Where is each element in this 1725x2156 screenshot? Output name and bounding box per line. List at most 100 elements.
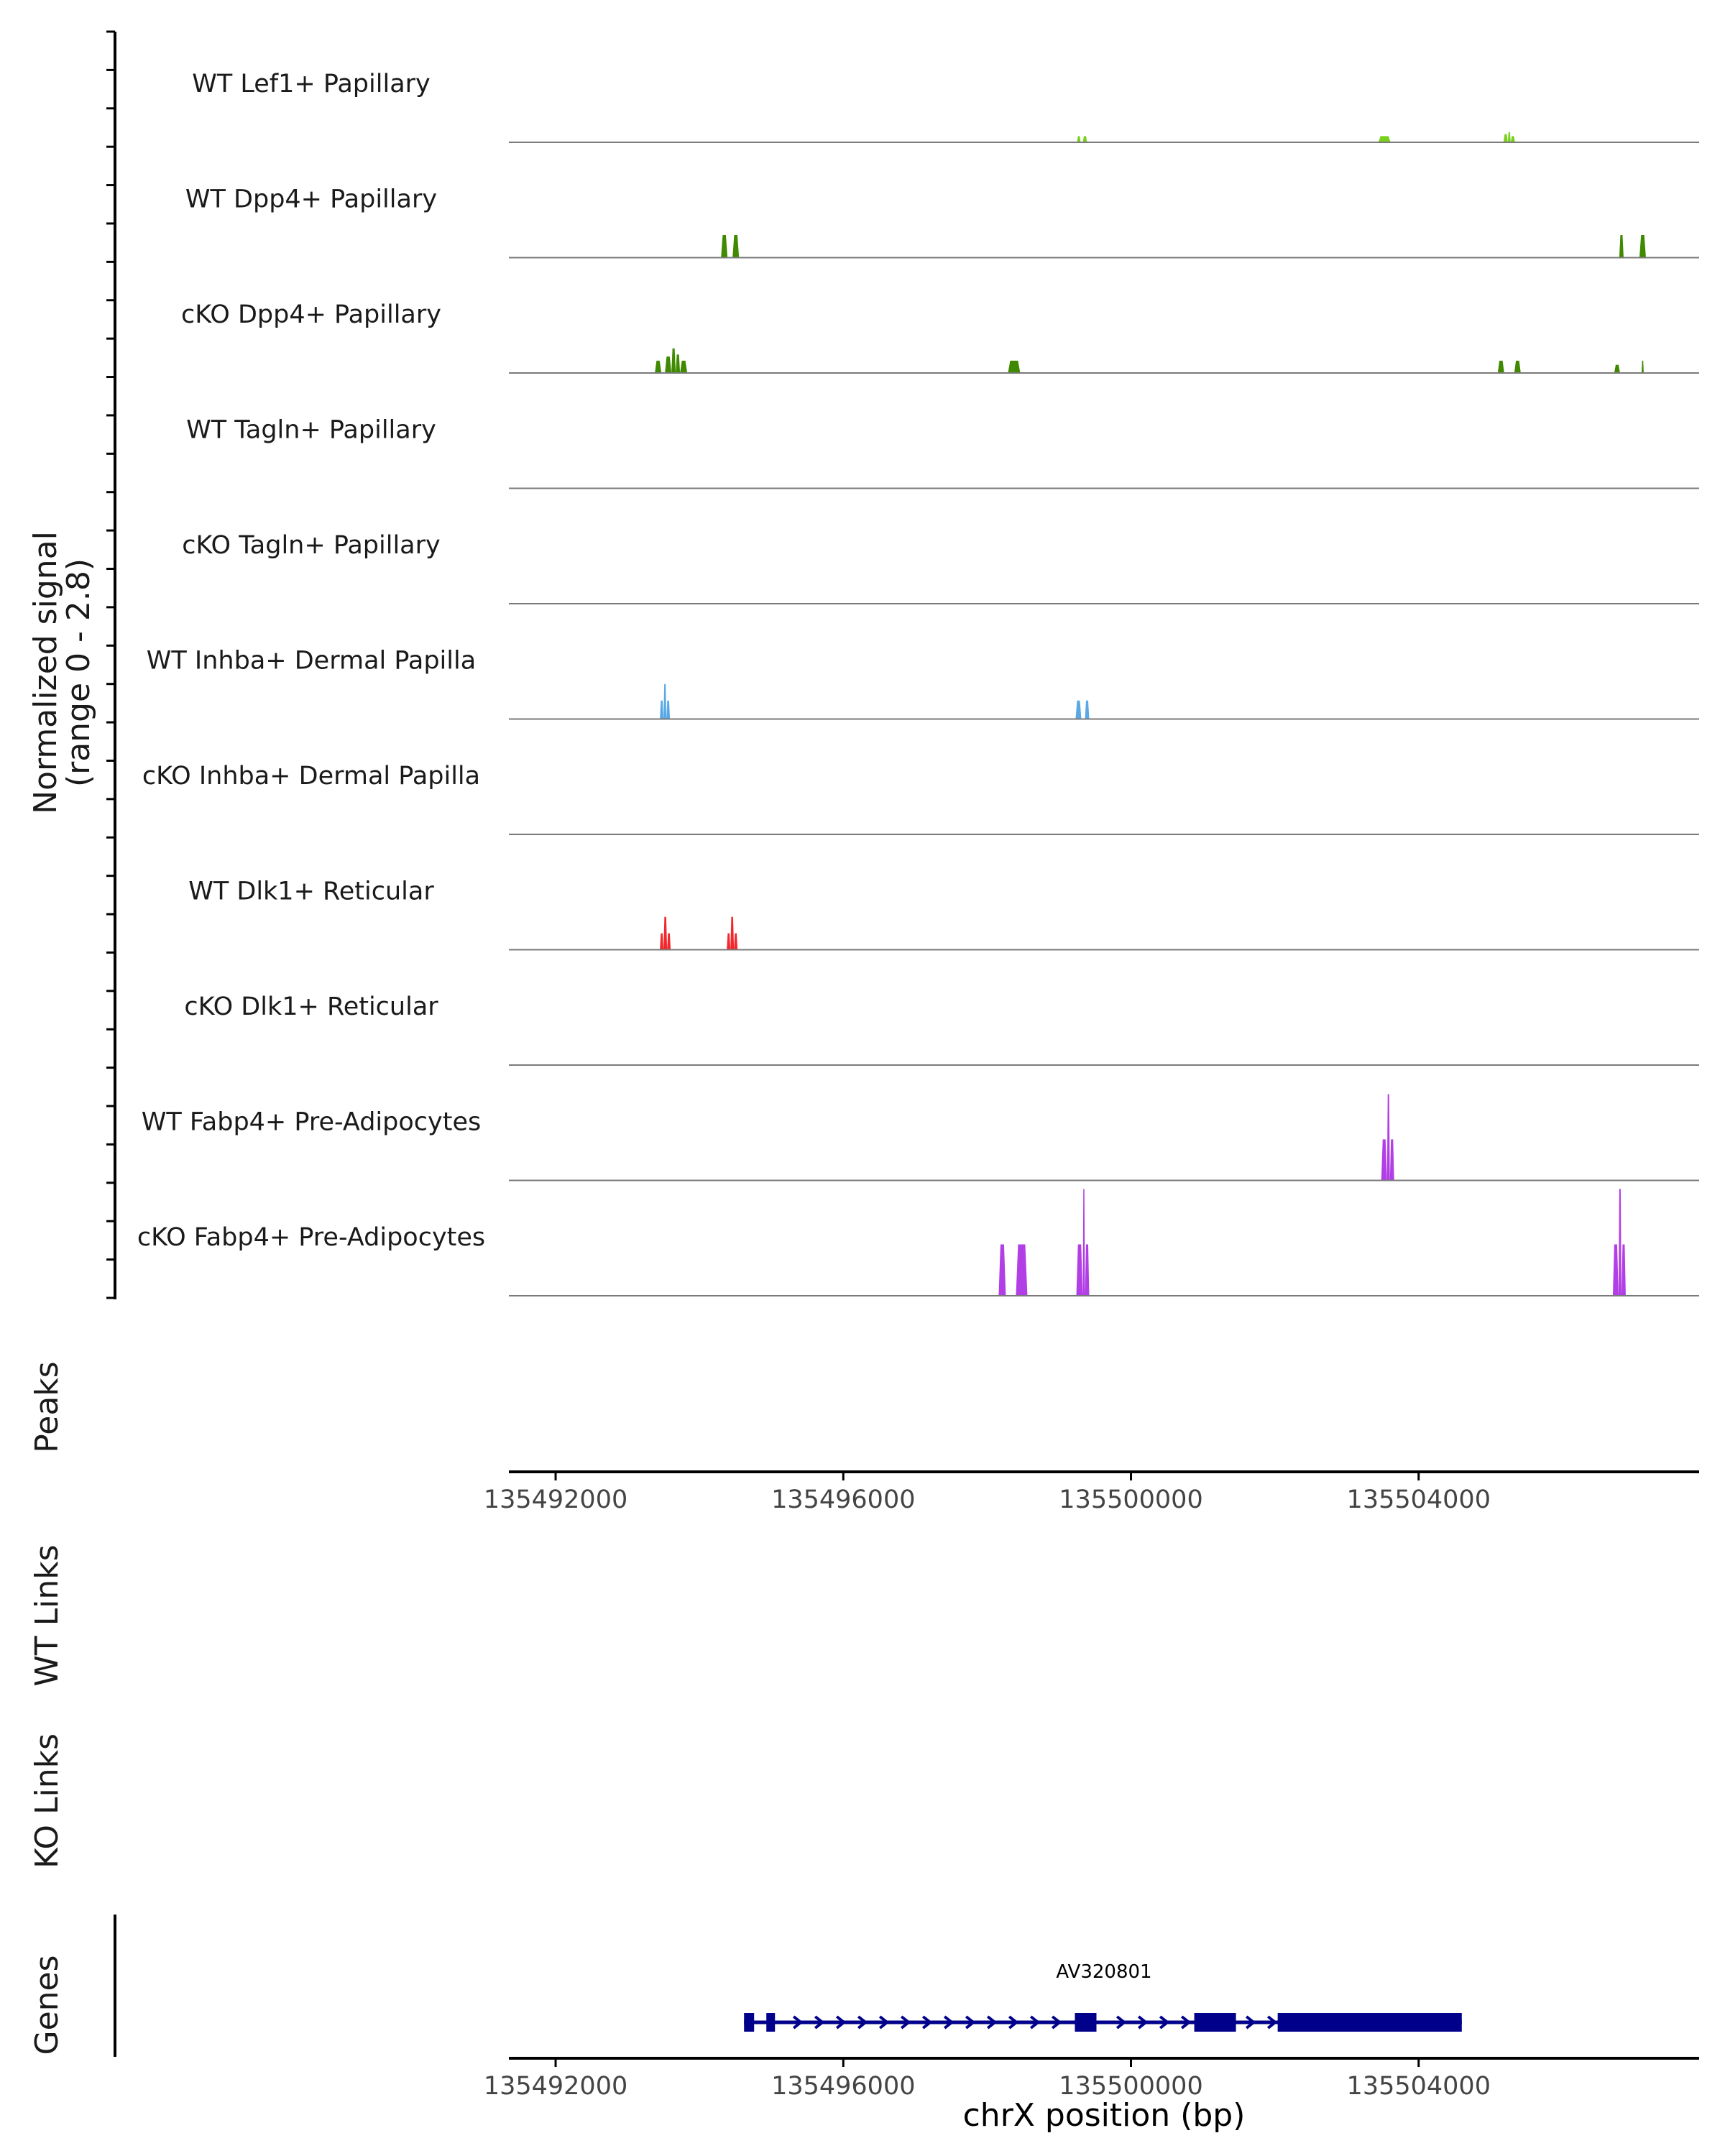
track-label: WT Tagln+ Papillary [186, 416, 436, 445]
peaks-panel-label: Peaks [29, 1361, 65, 1452]
strand-arrow [792, 2015, 804, 2030]
track: WT Lef1+ Papillary [192, 70, 1699, 143]
track-label: WT Dlk1+ Reticular [188, 877, 434, 906]
signal-peak [1082, 1189, 1085, 1296]
strand-arrow [1159, 2015, 1170, 2030]
track: cKO Tagln+ Papillary [182, 531, 1699, 604]
signal-peak [1514, 360, 1521, 373]
strand-arrow [921, 2015, 933, 2030]
signal-peak [1076, 1244, 1083, 1296]
signal-peak [676, 354, 681, 373]
strand-arrow [1029, 2015, 1041, 2030]
coverage-ylabel-line1: Normalized signal [27, 531, 64, 814]
strand-arrow [1266, 2015, 1278, 2030]
strand-arrow [814, 2015, 825, 2030]
peaks-x-ticks: 135492000 135496000 135500000 135504000 [484, 1472, 1491, 1514]
signal-peak [671, 348, 676, 373]
track-label: WT Lef1+ Papillary [192, 70, 431, 98]
strand-arrow [1245, 2015, 1256, 2030]
track: cKO Inhba+ Dermal Papilla [142, 762, 1699, 835]
track-label: cKO Tagln+ Papillary [182, 531, 441, 560]
x-tick-label: 135492000 [484, 1485, 627, 1514]
gene-track [744, 2013, 1462, 2032]
track-label: WT Fabp4+ Pre-Adipocytes [142, 1108, 481, 1137]
signal-peak [1612, 1244, 1619, 1296]
signal-peak [663, 683, 667, 719]
strand-arrow [965, 2015, 976, 2030]
track: WT Dlk1+ Reticular [188, 877, 1699, 951]
signal-peak [1381, 1139, 1387, 1181]
x-tick-label: 135492000 [484, 2072, 627, 2101]
track: cKO Dpp4+ Papillary [181, 300, 1699, 374]
strand-arrow [986, 2015, 998, 2030]
strand-arrow [943, 2015, 954, 2030]
signal-peak [721, 235, 728, 258]
strand-arrow [1051, 2015, 1062, 2030]
x-tick-label: 135504000 [1347, 1485, 1491, 1514]
gene-exon [766, 2013, 776, 2032]
signal-peak [660, 933, 664, 950]
track: WT Fabp4+ Pre-Adipocytes [142, 1094, 1699, 1181]
x-tick-label: 135500000 [1059, 1485, 1202, 1514]
signal-peak [1639, 235, 1646, 258]
signal-peak [1510, 136, 1515, 142]
signal-peak [1614, 364, 1620, 373]
signal-peak [666, 700, 671, 719]
track-label: WT Dpp4+ Papillary [185, 185, 437, 214]
strand-arrow [878, 2015, 890, 2030]
strand-arrow [1116, 2015, 1127, 2030]
strand-arrow [1180, 2015, 1192, 2030]
genes-panel-label: Genes [29, 1955, 65, 2055]
signal-peak [1085, 1244, 1090, 1296]
x-tick-label: 135496000 [771, 2072, 915, 2101]
signal-peak [1082, 136, 1087, 142]
coverage-y-ticks [106, 30, 115, 1299]
signal-peak [1389, 1139, 1394, 1181]
track: cKO Dlk1+ Reticular [184, 992, 1699, 1066]
gene-exon [744, 2013, 755, 2032]
track: cKO Fabp4+ Pre-Adipocytes [137, 1189, 1699, 1296]
signal-peak [1386, 1094, 1390, 1181]
signal-peak [732, 235, 740, 258]
track: WT Tagln+ Papillary [186, 416, 1699, 489]
signal-peak [730, 916, 735, 950]
signal-peak [727, 933, 731, 950]
gene-exon [1194, 2013, 1236, 2032]
signal-peak [660, 700, 664, 719]
signal-peak [1016, 1244, 1028, 1296]
signal-peak [1378, 136, 1391, 142]
signal-peak [734, 933, 738, 950]
strand-arrow [900, 2015, 911, 2030]
signal-peak [1008, 360, 1021, 373]
wt-links-label: WT Links [29, 1544, 65, 1686]
signal-peak [1641, 360, 1644, 373]
track-label: cKO Dlk1+ Reticular [184, 992, 438, 1021]
track-label: cKO Dpp4+ Papillary [181, 300, 441, 329]
x-tick-label: 135504000 [1347, 2072, 1491, 2101]
coverage-ylabel-line2: (range 0 - 2.8) [60, 558, 97, 787]
gene-exon [1277, 2013, 1462, 2032]
strand-arrow [1137, 2015, 1149, 2030]
strand-arrow [1008, 2015, 1019, 2030]
track-label: cKO Fabp4+ Pre-Adipocytes [137, 1223, 485, 1252]
signal-peak [1075, 700, 1082, 719]
genes-x-ticks: 135492000 135496000 135500000 135504000 [484, 2058, 1491, 2101]
signal-peak [998, 1244, 1006, 1296]
signal-peak [1503, 134, 1508, 142]
x-tick-label: 135496000 [771, 1485, 915, 1514]
signal-peak [655, 360, 662, 373]
ko-links-label: KO Links [29, 1733, 65, 1869]
signal-peak [1507, 132, 1511, 142]
signal-peak [680, 360, 688, 373]
track: WT Dpp4+ Papillary [185, 185, 1699, 259]
signal-peak [1497, 360, 1504, 373]
gene-name-label: AV320801 [1056, 1961, 1151, 1983]
signal-peak [665, 356, 672, 373]
signal-peak [1621, 1244, 1626, 1296]
x-axis-title: chrX position (bp) [963, 2097, 1246, 2134]
signal-peak [1619, 235, 1624, 258]
coverage-tracks: WT Lef1+ Papillary WT Dpp4+ Papillary cKO … [137, 70, 1699, 1296]
signal-peak [1085, 700, 1090, 719]
track: WT Inhba+ Dermal Papilla [147, 647, 1699, 720]
